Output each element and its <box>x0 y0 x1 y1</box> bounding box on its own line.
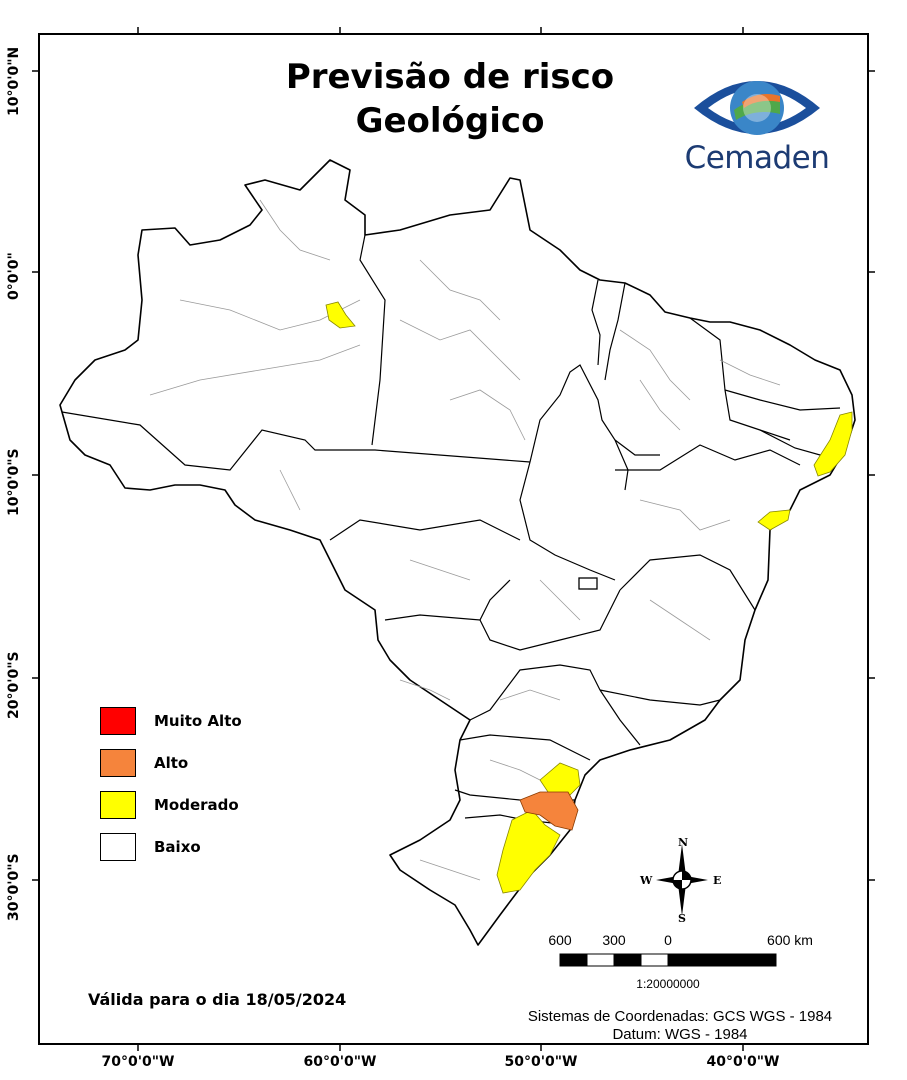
scale-label: 600 km <box>767 932 813 948</box>
moderate-risk-areas <box>325 301 853 894</box>
scale-label: 0 <box>664 932 672 948</box>
map-title-line2: Geológico <box>355 101 545 141</box>
longitude-label: 50°0'0"W <box>504 1054 578 1070</box>
compass-rose-icon <box>656 844 708 916</box>
longitude-label: 70°0'0"W <box>101 1054 175 1070</box>
high-risk-area-santa-catarina <box>519 791 579 831</box>
legend-label: Alto <box>154 754 189 772</box>
legend-label: Moderado <box>154 796 239 814</box>
logo-text: Cemaden <box>684 140 830 176</box>
longitude-label: 40°0'0"W <box>706 1054 780 1070</box>
legend-swatch-alto <box>100 749 136 777</box>
compass-south-label: S <box>678 912 686 925</box>
latitude-label: 10°0'0"S <box>6 448 22 516</box>
moderate-area-amazonas <box>325 301 356 329</box>
moderate-area-bahia <box>757 509 791 531</box>
federal-district <box>578 577 598 590</box>
legend-item-alto: Alto <box>100 748 242 778</box>
compass-west-label: W <box>640 874 653 887</box>
map-title: Previsão de risco Geológico <box>200 55 700 143</box>
coordinate-system-line2: Datum: WGS - 1984 <box>612 1026 748 1043</box>
compass-east-label: E <box>713 874 722 887</box>
longitude-label: 60°0'0"W <box>303 1054 377 1070</box>
legend-swatch-muito-alto <box>100 707 136 735</box>
axis-ticks <box>32 27 875 1051</box>
moderate-area-northeast-coast <box>813 411 853 477</box>
scale-label: 300 <box>602 932 626 948</box>
legend: Muito Alto Alto Moderado Baixo <box>100 706 242 874</box>
latitude-label: 30°0'0"S <box>6 853 22 921</box>
coordinate-system: Sistemas de Coordenadas: GCS WGS - 1984 … <box>480 1008 880 1044</box>
eye-logo-icon <box>694 81 820 135</box>
scale-ratio: 1:20000000 <box>636 977 700 991</box>
scale-label: 600 <box>548 932 572 948</box>
coordinate-system-line1: Sistemas de Coordenadas: GCS WGS - 1984 <box>527 1008 833 1025</box>
legend-item-muito-alto: Muito Alto <box>100 706 242 736</box>
latitude-label: 0°0'0" <box>6 252 22 300</box>
legend-label: Muito Alto <box>154 712 242 730</box>
brazil-outline <box>59 159 856 946</box>
state-borders <box>61 234 846 826</box>
latitude-label: 20°0'0"S <box>6 651 22 719</box>
map-frame <box>38 33 869 1045</box>
legend-swatch-moderado <box>100 791 136 819</box>
legend-swatch-baixo <box>100 833 136 861</box>
map-title-line1: Previsão de risco <box>285 57 615 97</box>
legend-item-moderado: Moderado <box>100 790 242 820</box>
latitude-label: 10°0'0"N <box>6 46 22 116</box>
compass-north-label: N <box>678 836 689 849</box>
legend-label: Baixo <box>154 838 201 856</box>
scale-bar <box>559 953 777 967</box>
legend-item-baixo: Baixo <box>100 832 242 862</box>
moderate-area-rio-grande-do-sul <box>496 809 561 894</box>
validity-date: Válida para o dia 18/05/2024 <box>88 990 347 1009</box>
